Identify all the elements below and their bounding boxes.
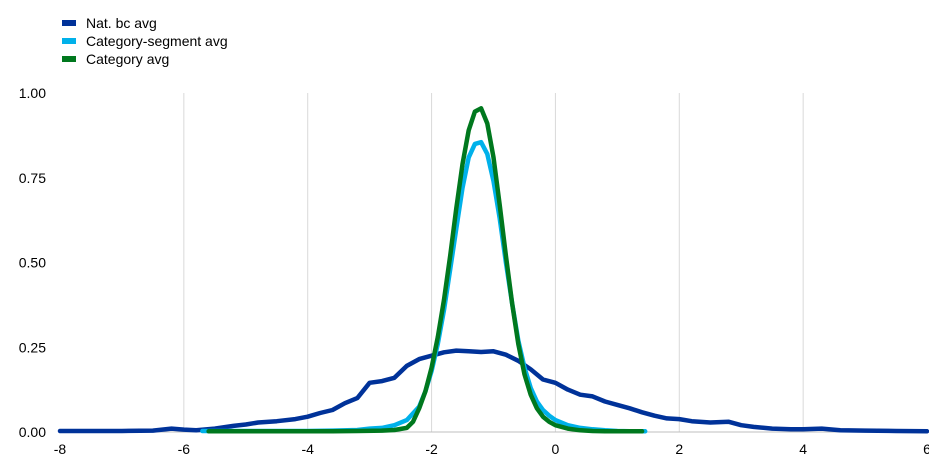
legend-item-nat-bc-avg: Nat. bc avg bbox=[62, 14, 228, 32]
x-tick-label: 2 bbox=[675, 441, 683, 457]
x-tick-label: -4 bbox=[301, 441, 314, 457]
series-line-category-segment-avg bbox=[200, 139, 648, 434]
legend-swatch-category-segment-avg bbox=[62, 38, 76, 44]
series-line-nat-bc-avg bbox=[57, 348, 929, 434]
x-tick-label: -8 bbox=[54, 441, 67, 457]
legend-label: Category-segment avg bbox=[86, 33, 228, 49]
y-tick-label: 1.00 bbox=[19, 85, 46, 101]
y-tick-label: 0.50 bbox=[19, 255, 46, 271]
x-tick-label: -2 bbox=[425, 441, 438, 457]
series-line-category-avg bbox=[206, 106, 645, 434]
legend-swatch-category-avg bbox=[62, 56, 76, 62]
y-tick-label: 0.75 bbox=[19, 170, 46, 186]
x-tick-label: 0 bbox=[552, 441, 560, 457]
legend-swatch-nat-bc-avg bbox=[62, 20, 76, 26]
x-tick-label: 6 bbox=[923, 441, 929, 457]
x-tick-label: -6 bbox=[178, 441, 191, 457]
x-axis-tick-labels: -8 -6 -4 -2 0 2 4 6 bbox=[54, 441, 929, 457]
legend-label: Category avg bbox=[86, 51, 170, 67]
y-tick-label: 0.25 bbox=[19, 339, 46, 355]
grid-lines bbox=[60, 93, 927, 433]
x-tick-label: 4 bbox=[799, 441, 807, 457]
y-tick-label: 0.00 bbox=[19, 424, 46, 440]
legend-label: Nat. bc avg bbox=[86, 15, 157, 31]
legend-item-category-avg: Category avg bbox=[62, 50, 228, 68]
series-lines bbox=[57, 106, 929, 434]
y-axis-tick-labels: 0.00 0.25 0.50 0.75 1.00 bbox=[19, 85, 46, 440]
legend: Nat. bc avg Category-segment avg Categor… bbox=[62, 14, 228, 68]
legend-item-category-segment-avg: Category-segment avg bbox=[62, 32, 228, 50]
